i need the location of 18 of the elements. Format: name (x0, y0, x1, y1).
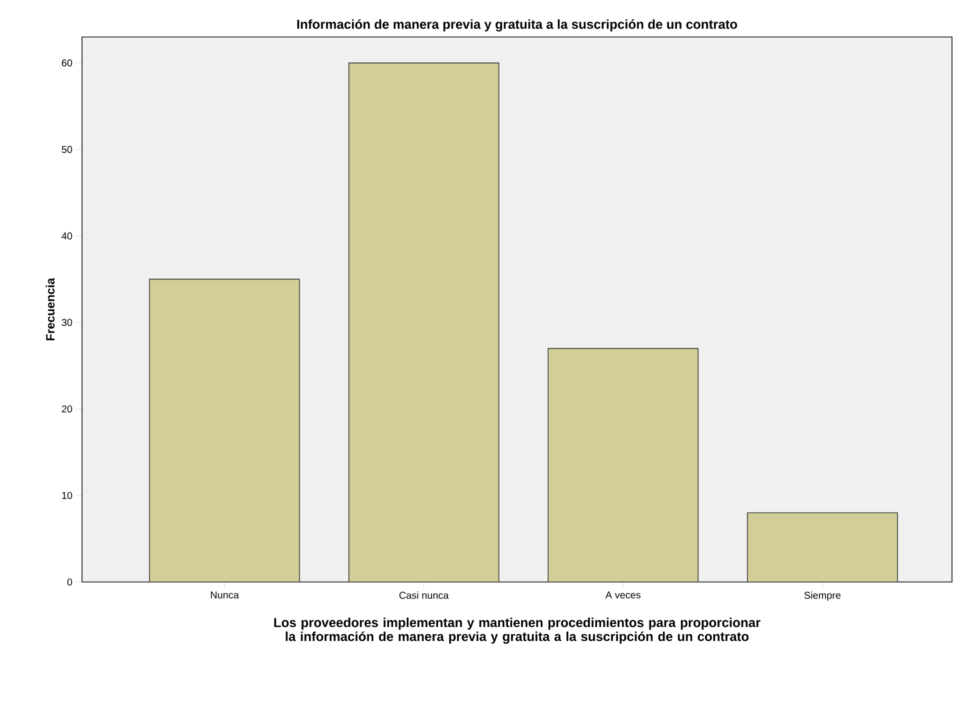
x-tick-label: Casi nunca (399, 592, 449, 599)
bar (149, 278, 300, 582)
x-tick-label: A veces (605, 592, 640, 598)
y-tick-label: 50 (62, 146, 72, 153)
x-tick-label: Siempre (804, 592, 841, 601)
y-tick-label: 20 (62, 405, 72, 412)
y-tick-label: 30 (62, 318, 72, 326)
y-tick-label: 60 (62, 59, 72, 66)
y-tick-label: 40 (62, 232, 72, 240)
y-tick-label: 0 (67, 578, 72, 586)
bar (548, 348, 699, 582)
bar (348, 62, 500, 582)
x-axis-title: Los proveedores implementan y mantienen procedimientos para proporcionar la información de manera previa y gratuita a la suscripción de un contrato (274, 618, 760, 644)
chart-title: Información de manera previa y gratuita a la suscripción de un contrato (297, 19, 738, 32)
y-axis-title: Frecuencia (46, 278, 55, 340)
bar (747, 512, 898, 582)
y-tick-label: 10 (62, 492, 72, 499)
x-tick-label: Nunca (210, 592, 239, 598)
